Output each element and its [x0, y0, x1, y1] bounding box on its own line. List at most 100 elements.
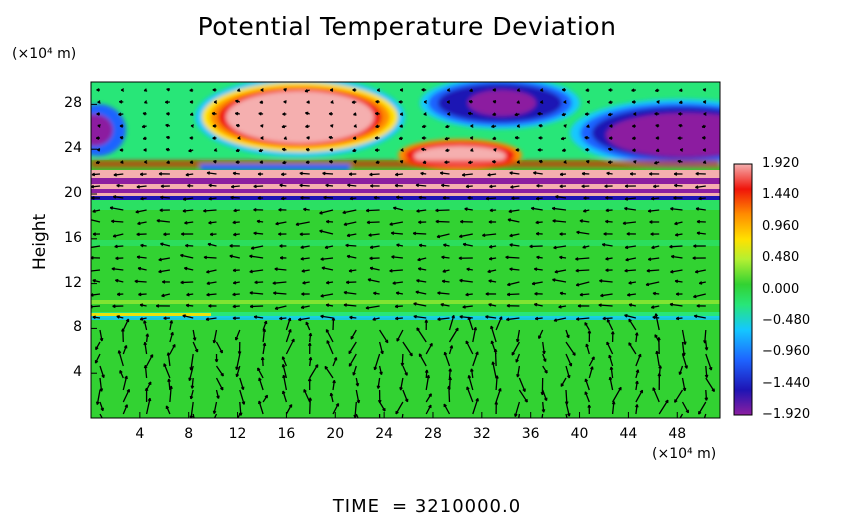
wind-vector-head: [393, 206, 397, 209]
wind-vector-head: [208, 220, 212, 224]
wind-vector: [91, 245, 101, 249]
wind-vector-head: [113, 172, 117, 176]
wind-vector: [99, 365, 105, 378]
wind-vector-head: [99, 388, 103, 392]
wind-vector-head: [309, 342, 312, 347]
wind-vector-head: [586, 124, 590, 128]
wind-vector-head: [489, 184, 493, 188]
wind-vector-head: [170, 385, 173, 390]
wind-vector: [416, 279, 427, 283]
neg-blob-core: [468, 90, 536, 116]
wind-vector: [137, 267, 147, 271]
wind-vector-head: [398, 100, 402, 103]
wind-vector: [91, 293, 101, 296]
wind-vector: [275, 221, 287, 225]
wind-vector-head: [437, 317, 441, 320]
wind-vector-head: [416, 209, 420, 212]
wind-vector-head: [233, 232, 237, 236]
wind-vector-head: [624, 268, 628, 272]
wind-vector-head: [448, 385, 451, 389]
wind-vector-head: [369, 256, 373, 259]
x-tick-label: 20: [326, 426, 345, 442]
wind-vector-head: [282, 356, 286, 360]
wind-vector: [608, 354, 614, 367]
wind-vector-head: [319, 211, 323, 214]
wind-vector: [698, 401, 707, 415]
wind-vector: [495, 375, 498, 391]
wind-vector-head: [426, 369, 429, 374]
wind-vector-head: [516, 124, 520, 127]
wind-vector: [91, 269, 101, 272]
wind-vector-head: [300, 195, 304, 199]
wind-vector-head: [144, 160, 148, 163]
wind-vector-head: [475, 327, 478, 331]
wind-vector-head: [376, 88, 381, 91]
wind-vector: [298, 317, 310, 321]
wind-vector: [459, 279, 473, 283]
wind-vector-head: [674, 232, 679, 236]
wind-vector: [485, 315, 497, 319]
wind-vector-head: [374, 148, 379, 151]
wind-vector-head: [326, 329, 330, 332]
wind-vector-head: [399, 112, 404, 115]
wind-vector-head: [458, 256, 462, 259]
wind-vector-head: [302, 280, 306, 284]
wind-vector-head: [650, 196, 655, 200]
wind-vector-head: [588, 404, 592, 408]
wind-vector-head: [320, 257, 324, 260]
wind-vector-head: [208, 304, 212, 307]
wind-vector: [235, 329, 241, 341]
wind-vector-head: [156, 218, 160, 222]
wind-vector-head: [629, 172, 634, 175]
wind-vector: [258, 377, 264, 391]
wind-vector-head: [95, 160, 99, 164]
wind-vector-head: [369, 172, 373, 176]
wind-vector-head: [605, 268, 609, 271]
wind-vector: [99, 413, 103, 418]
wind-vector: [401, 353, 404, 366]
wind-vector-head: [607, 160, 612, 163]
wind-vector-head: [207, 242, 212, 245]
wind-vector: [378, 341, 384, 355]
wind-vector: [135, 209, 147, 213]
wind-vector: [576, 231, 590, 235]
wind-vector-head: [418, 267, 422, 270]
wind-vector-head: [282, 390, 286, 394]
wind-vector: [681, 377, 686, 391]
wind-vector-head: [508, 209, 512, 213]
wind-vector-head: [537, 148, 541, 151]
wind-vector-head: [628, 342, 632, 345]
wind-vector-head: [412, 231, 417, 234]
wind-vector-head: [698, 196, 702, 200]
wind-vector-head: [404, 399, 408, 403]
wind-vector-head: [310, 332, 313, 337]
wind-vector-head: [399, 124, 403, 127]
wind-vector-head: [420, 171, 424, 174]
wind-vector: [462, 243, 473, 247]
colorbar-tick-label: −1.440: [762, 375, 811, 391]
wind-vector-head: [283, 88, 287, 90]
wind-vector: [393, 207, 404, 211]
wind-vector-head: [702, 160, 706, 164]
wind-vector: [509, 172, 520, 175]
wind-vector-head: [460, 219, 464, 223]
wind-vector-head: [440, 302, 444, 305]
wind-vector-head: [654, 334, 658, 337]
wind-vector-head: [283, 100, 287, 103]
wind-vector-head: [647, 257, 652, 260]
wind-vector-head: [624, 206, 628, 209]
wind-vector-head: [345, 243, 349, 246]
wind-vector: [109, 206, 124, 211]
wind-vector: [610, 366, 614, 379]
wind-vector-head: [492, 136, 496, 140]
wind-vector-head: [103, 423, 105, 425]
wind-vector: [165, 405, 171, 415]
wind-vector-head: [655, 313, 659, 317]
wind-vector-head: [329, 88, 334, 91]
wind-vector: [136, 185, 147, 188]
wind-vector: [448, 345, 453, 355]
wind-vector-head: [97, 148, 101, 151]
wind-vector: [342, 209, 357, 214]
wind-vector-head: [542, 350, 545, 355]
wind-vector-head: [253, 184, 257, 188]
